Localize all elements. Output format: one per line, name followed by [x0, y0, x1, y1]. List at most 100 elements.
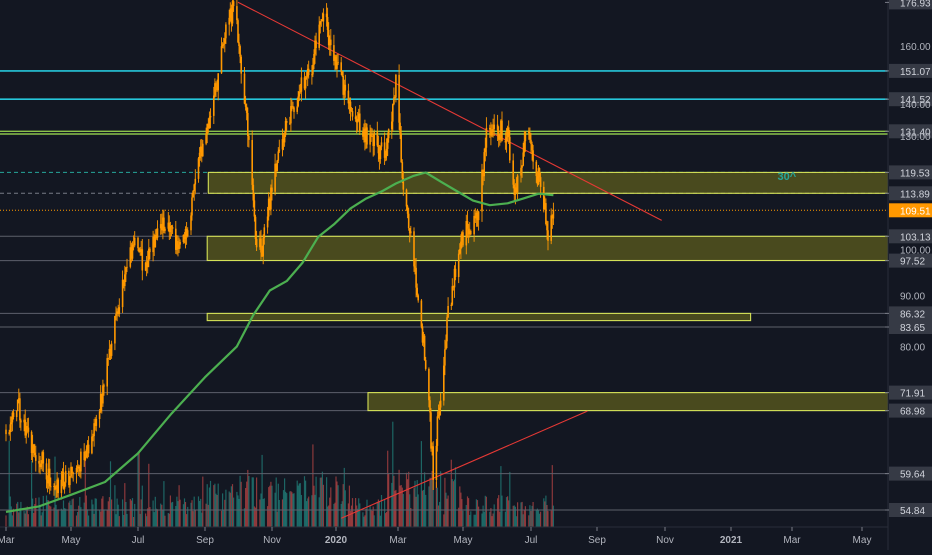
candle-body — [149, 248, 151, 253]
candle-body — [122, 279, 125, 286]
volume-bar — [315, 476, 317, 527]
candle-body — [168, 222, 171, 233]
volume-bar — [435, 481, 437, 527]
volume-bar — [450, 459, 452, 527]
volume-bar — [62, 500, 65, 527]
candle-body — [475, 212, 478, 219]
volume-bar — [16, 503, 18, 527]
candle-body — [459, 249, 461, 254]
candle-body — [25, 426, 27, 436]
price-tag-label: 176.93 — [900, 0, 931, 9]
candle-body — [129, 247, 132, 267]
volume-bar — [337, 485, 339, 527]
candle-body — [224, 38, 226, 44]
candle-body — [452, 286, 455, 288]
volume-bar — [499, 511, 501, 527]
volume-bar — [268, 487, 270, 527]
candle-body — [214, 83, 216, 96]
candle-body — [385, 148, 388, 156]
moving-average-series — [5, 171, 554, 513]
candle-body — [225, 24, 227, 39]
volume-bar — [521, 501, 523, 527]
candle-body — [110, 343, 113, 356]
x-tick-label: Mar — [0, 535, 15, 546]
candle-body — [237, 20, 239, 43]
candle-body — [293, 107, 295, 112]
candle-body — [398, 74, 400, 123]
candle-body — [213, 95, 215, 116]
volume-bar — [537, 510, 540, 527]
volume-bar — [83, 502, 85, 527]
x-tick-label: 2021 — [720, 535, 743, 546]
volume-bar — [68, 502, 70, 527]
candle-body — [547, 230, 549, 241]
volume-bar — [514, 506, 516, 527]
candle-body — [362, 131, 364, 137]
volume-bar — [530, 511, 532, 527]
candle-body — [344, 84, 347, 91]
candle-body — [282, 139, 285, 143]
candle-body — [465, 221, 468, 246]
candle-body — [531, 144, 533, 151]
candle-body — [163, 217, 165, 231]
volume-bar — [187, 506, 189, 527]
candle-body — [228, 17, 230, 25]
y-tick-label: 90.00 — [900, 291, 925, 302]
candle-body — [450, 304, 453, 306]
candle-body — [544, 203, 546, 210]
candle-body — [512, 160, 514, 185]
volume-bar — [363, 516, 365, 527]
volume-bar — [424, 472, 426, 527]
candle-body — [523, 141, 526, 153]
candle-body — [38, 461, 40, 464]
candle-body — [545, 203, 547, 224]
volume-bar — [277, 483, 279, 527]
volume-bar — [298, 483, 300, 527]
candle-body — [529, 133, 531, 140]
volume-bar — [543, 498, 545, 527]
volume-bar — [70, 505, 72, 527]
volume-bar — [458, 507, 460, 527]
candle-body — [15, 410, 18, 417]
candle-body — [133, 237, 136, 246]
volume-bar — [161, 504, 163, 527]
candle-body — [387, 129, 390, 139]
candle-body — [238, 42, 240, 46]
volume-bar — [118, 516, 120, 527]
candle-body — [364, 128, 366, 143]
volume-bar — [88, 515, 90, 527]
volume-bar — [101, 498, 103, 527]
volume-bar — [177, 501, 179, 527]
volume-bar — [414, 480, 416, 527]
candle-body — [18, 398, 20, 400]
candle-body — [336, 62, 338, 69]
candle-body — [334, 56, 336, 61]
candle-body — [484, 147, 487, 153]
candle-body — [8, 432, 10, 435]
candle-body — [131, 244, 134, 259]
candle-body — [431, 446, 433, 449]
candle-body — [506, 127, 509, 138]
volume-bar — [156, 509, 159, 527]
candle-body — [208, 117, 211, 129]
candle-body — [79, 468, 81, 472]
candle-body — [193, 184, 195, 191]
volume-bar — [138, 451, 140, 527]
volume-bar — [504, 511, 506, 527]
volume-bar — [224, 499, 226, 527]
candle-body — [354, 116, 357, 119]
volume-bar — [108, 497, 110, 527]
candle-body — [231, 1, 234, 24]
candle-body — [521, 165, 523, 168]
volume-bar — [408, 471, 410, 527]
volume-bar — [401, 487, 403, 527]
candle-body — [380, 142, 383, 147]
price-tag-label: 83.65 — [900, 323, 925, 334]
volume-bar — [153, 512, 155, 527]
x-tick-label: 2020 — [325, 535, 348, 546]
candle-body — [197, 158, 200, 179]
candle-body — [109, 348, 112, 356]
candle-body — [379, 146, 382, 159]
